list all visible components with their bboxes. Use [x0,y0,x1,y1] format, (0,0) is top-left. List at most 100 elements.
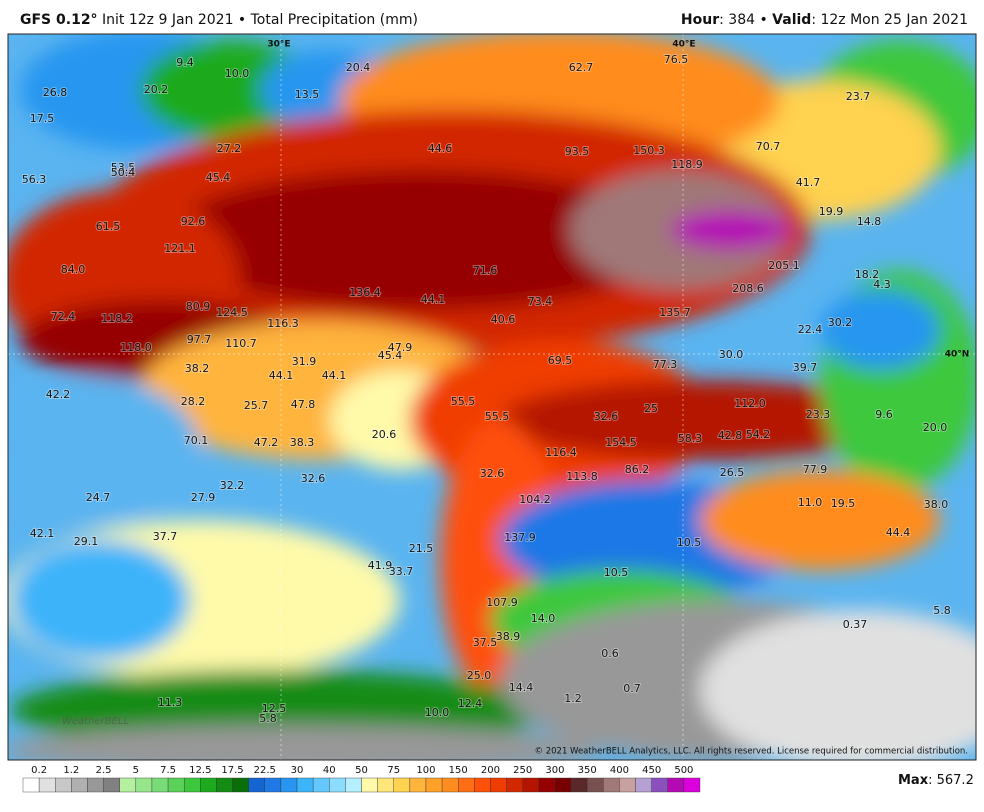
precip-value: 18.2 [855,268,880,281]
precip-value: 77.9 [803,463,828,476]
precip-value: 13.5 [295,88,320,101]
precip-value: 10.0 [225,67,250,80]
colorbar-swatch [280,777,298,793]
precip-value: 93.5 [565,145,590,158]
colorbar-swatch [409,777,427,793]
colorbar-swatch [586,777,604,793]
precip-value: 19.9 [819,205,844,218]
precip-value: 44.4 [886,526,911,539]
precip-value: 41.9 [368,559,393,572]
colorbar-label: 250 [513,765,532,776]
precip-value: 25 [644,402,658,415]
precip-value: 55.5 [451,395,476,408]
precip-value: 32.6 [594,410,619,423]
precip-value: 28.2 [181,395,206,408]
colorbar-swatch [329,777,346,793]
precip-value: 17.5 [30,112,55,125]
precip-value: 20.6 [372,428,397,441]
precip-value: 72.4 [51,310,76,323]
colorbar-swatch [393,777,411,793]
precip-value: 44.1 [322,369,347,382]
precip-value: 113.8 [566,470,598,483]
header-segment: GFS 0.12° [20,12,98,28]
precip-value: 154.5 [605,436,637,449]
colorbar-swatch [312,777,330,793]
precip-value: 42.8 [718,429,743,442]
header-right: Hour: 384 • Valid: 12z Mon 25 Jan 2021 [681,12,968,28]
precip-value: 116.4 [545,446,577,459]
precip-value: 39.7 [793,361,818,374]
precip-value: 47.2 [254,436,279,449]
precip-value: 30.0 [719,348,744,361]
precip-value: 31.9 [292,355,317,368]
colorbar-label: 17.5 [221,765,243,776]
map: 30°E 40°E40°N30°N9.410.0 20.413.562.776.52… [8,34,976,760]
colorbar-label: 22.5 [254,765,276,776]
precip-value: 136.4 [349,286,381,299]
colorbar-swatch [490,777,507,793]
precip-value: 32.2 [220,479,245,492]
precip-value: 121.1 [164,242,196,255]
precip-value: 37.5 [473,636,498,649]
precip-value: 25.0 [467,669,492,682]
precip-value: 38.3 [290,436,315,449]
header-segment: : 567.2 [928,773,974,788]
header-segment: : 12z Mon 25 Jan 2021 [811,12,968,28]
precip-value: 19.5 [831,497,856,510]
precip-value: 107.9 [486,596,518,609]
precip-value: 14.4 [509,681,534,694]
colorbar-swatch [135,777,153,793]
colorbar-label: 150 [449,765,468,776]
colorbar-swatch [22,777,40,793]
header-segment: Init 12z 9 Jan 2021 • Total Precipitatio… [98,12,418,28]
colorbar-swatch [264,777,282,793]
precip-value: 32.6 [301,472,326,485]
precip-value: 137.9 [504,531,536,544]
precip-value: 69.5 [548,354,573,367]
colorbar-swatch [216,777,233,793]
colorbar-swatch [377,777,394,793]
precip-value: 118.0 [120,341,152,354]
precip-value: 118.2 [101,312,133,325]
precip-value: 5.8 [259,712,277,725]
precip-value: 56.3 [22,173,47,186]
precip-value: 29.1 [74,535,99,548]
colorbar-swatch [71,777,88,793]
precip-value: 135.7 [659,306,691,319]
precip-value: 20.2 [144,83,169,96]
precip-value: 11.3 [158,696,183,709]
precip-value: 0.7 [623,682,641,695]
colorbar-swatch [538,777,556,793]
graticule-label: 40°E [672,40,695,50]
precip-value: 84.0 [61,263,86,276]
graticule-label: 30°E [267,40,290,50]
colorbar-swatch [474,777,491,793]
precip-value: 38.9 [496,630,521,643]
precip-value: 30.2 [828,316,853,329]
precip-value: 0.6 [601,647,619,660]
colorbar-swatch [635,777,652,793]
colorbar-swatch [361,777,378,793]
graticule-label: 40°N [945,350,970,360]
precip-value: 104.2 [519,493,551,506]
precip-value: 44.6 [428,142,453,155]
precip-value: 14.8 [857,215,882,228]
precip-value: 50.4 [111,166,136,179]
precip-value: 71.6 [473,264,498,277]
colorbar-swatch [119,777,137,793]
precip-value: 23.7 [846,90,871,103]
colorbar-label: 100 [416,765,435,776]
colorbar-swatch [458,777,475,793]
precip-value: 77.3 [653,358,678,371]
colorbar-label: 2.5 [96,765,112,776]
colorbar-swatch [619,777,636,793]
colorbar-label: 200 [481,765,500,776]
precip-value: 86.2 [625,463,650,476]
precip-value: 70.7 [756,140,781,153]
colorbar-label: 500 [674,765,693,776]
precip-value: 5.8 [933,604,951,617]
colorbar-label: 7.5 [160,765,176,776]
header-left: GFS 0.12° Init 12z 9 Jan 2021 • Total Pr… [20,12,418,28]
copyright: © 2021 WeatherBELL Analytics, LLC. All r… [535,747,968,757]
